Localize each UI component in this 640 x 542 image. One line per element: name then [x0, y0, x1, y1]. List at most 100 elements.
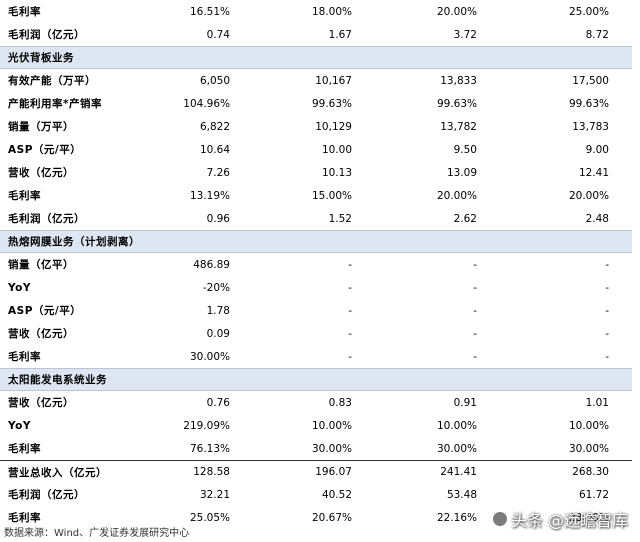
value-cell: 13.09	[446, 166, 477, 179]
row-label: 毛利润（亿元）	[8, 213, 85, 225]
row-label: YoY	[8, 281, 31, 294]
value-cell: 3.72	[453, 28, 477, 41]
table-row: 毛利率 16.51% 18.00% 20.00% 25.00%	[0, 0, 632, 23]
row-label: 营业总收入（亿元）	[8, 466, 107, 479]
value-cell: -	[348, 350, 352, 363]
value-cell: -	[348, 304, 352, 317]
value-cell: 0.96	[206, 212, 230, 225]
value-cell: 2.62	[453, 212, 477, 225]
value-cell: 23.00%	[568, 511, 609, 524]
section-title: 热熔网膜业务（计划剥离）	[8, 236, 140, 248]
table-row: 毛利率 13.19% 15.00% 20.00% 20.00%	[0, 184, 632, 207]
value-cell: 99.63%	[311, 97, 352, 110]
financial-forecast-table: 毛利率 16.51% 18.00% 20.00% 25.00% 毛利润（亿元） 0.74 1.…	[0, 0, 632, 524]
value-cell: 30.00%	[436, 442, 477, 455]
value-cell: -	[605, 327, 609, 340]
value-cell: 20.00%	[436, 5, 477, 18]
table-row: 营收（亿元） 0.76 0.83 0.91 1.01	[0, 391, 632, 414]
value-cell: 12.41	[578, 166, 609, 179]
row-label: 营收（亿元）	[8, 328, 74, 340]
section-header: 太阳能发电系统业务	[0, 368, 632, 391]
row-label: 有效产能（万平）	[8, 75, 96, 87]
value-cell: 76.13%	[189, 442, 230, 455]
value-cell: 10.00%	[311, 419, 352, 432]
value-cell: 32.21	[199, 488, 230, 501]
table-row: 营业总收入（亿元） 128.58 196.07 241.41 268.30	[0, 460, 632, 483]
row-label: 销量（万平）	[8, 121, 74, 133]
value-cell: 30.00%	[189, 350, 230, 363]
value-cell: 30.00%	[311, 442, 352, 455]
value-cell: 20.00%	[436, 189, 477, 202]
table-row: 毛利润（亿元） 32.21 40.52 53.48 61.72	[0, 483, 632, 506]
value-cell: 10.13	[321, 166, 352, 179]
section-title: 光伏背板业务	[8, 52, 74, 64]
row-label: 销量（亿平）	[8, 259, 74, 271]
value-cell: 2.48	[585, 212, 609, 225]
value-cell: -	[473, 350, 477, 363]
data-source-note: 数据来源：Wind、广发证券发展研究中心	[4, 528, 190, 539]
section-header: 热熔网膜业务（计划剥离）	[0, 230, 632, 253]
value-cell: 20.67%	[311, 511, 352, 524]
table-row: 销量（万平） 6,822 10,129 13,782 13,783	[0, 115, 632, 138]
row-label: ASP（元/平）	[8, 144, 82, 156]
value-cell: -	[348, 258, 352, 271]
value-cell: 104.96%	[183, 97, 230, 110]
value-cell: 8.72	[585, 28, 609, 41]
value-cell: 13,833	[440, 74, 477, 87]
row-label: 毛利率	[8, 443, 41, 455]
value-cell: -	[605, 304, 609, 317]
value-cell: 17,500	[572, 74, 609, 87]
row-label: 毛利率	[8, 6, 41, 18]
table-row: 产能利用率*产销率 104.96% 99.63% 99.63% 99.63%	[0, 92, 632, 115]
watermark-logo-icon	[492, 512, 507, 526]
section-header: 光伏背板业务	[0, 46, 632, 69]
value-cell: 268.30	[572, 466, 609, 478]
value-cell: 0.74	[206, 28, 230, 41]
table-row: 毛利润（亿元） 0.96 1.52 2.62 2.48	[0, 207, 632, 230]
value-cell: 1.78	[206, 304, 230, 317]
value-cell: 53.48	[446, 488, 477, 501]
value-cell: -	[473, 304, 477, 317]
value-cell: 1.01	[585, 396, 609, 409]
value-cell: 61.72	[578, 488, 609, 501]
row-label: 毛利率	[8, 190, 41, 202]
value-cell: 16.51%	[189, 5, 230, 18]
value-cell: 40.52	[321, 488, 352, 501]
table-row: 有效产能（万平） 6,050 10,167 13,833 17,500	[0, 69, 632, 92]
table-row: 营收（亿元） 7.26 10.13 13.09 12.41	[0, 161, 632, 184]
value-cell: 10,129	[315, 120, 352, 133]
watermark-text: 头条 @远瞻智库	[510, 511, 628, 530]
value-cell: 1.67	[328, 28, 352, 41]
row-label: 毛利润（亿元）	[8, 489, 85, 501]
value-cell: -	[605, 281, 609, 294]
value-cell: 6,822	[199, 120, 230, 133]
value-cell: 0.09	[206, 327, 230, 340]
value-cell: 219.09%	[183, 419, 230, 432]
table-row: 毛利率 76.13% 30.00% 30.00% 30.00%	[0, 437, 632, 460]
row-label: 毛利润（亿元）	[8, 29, 85, 41]
value-cell: 13.19%	[189, 189, 230, 202]
value-cell: 7.26	[206, 166, 230, 179]
value-cell: 99.63%	[568, 97, 609, 110]
value-cell: 20.00%	[568, 189, 609, 202]
table-row: YoY -20% - - -	[0, 276, 632, 299]
row-label: 毛利率	[8, 512, 41, 524]
table-row: 营收（亿元） 0.09 - - -	[0, 322, 632, 345]
value-cell: 10,167	[315, 74, 352, 87]
value-cell: -	[605, 350, 609, 363]
row-label: 营收（亿元）	[8, 397, 74, 409]
value-cell: 18.00%	[311, 5, 352, 18]
value-cell: 9.00	[585, 143, 609, 156]
value-cell: 241.41	[440, 466, 477, 478]
value-cell: -	[473, 327, 477, 340]
section-title: 太阳能发电系统业务	[8, 374, 107, 386]
value-cell: 128.58	[193, 466, 230, 478]
value-cell: 9.50	[453, 143, 477, 156]
value-cell: 13,782	[440, 120, 477, 133]
value-cell: -	[348, 327, 352, 340]
value-cell: 1.52	[328, 212, 352, 225]
value-cell: 486.89	[193, 258, 230, 271]
value-cell: -	[473, 258, 477, 271]
row-label: 产能利用率*产销率	[8, 98, 102, 110]
value-cell: 0.91	[453, 396, 477, 409]
